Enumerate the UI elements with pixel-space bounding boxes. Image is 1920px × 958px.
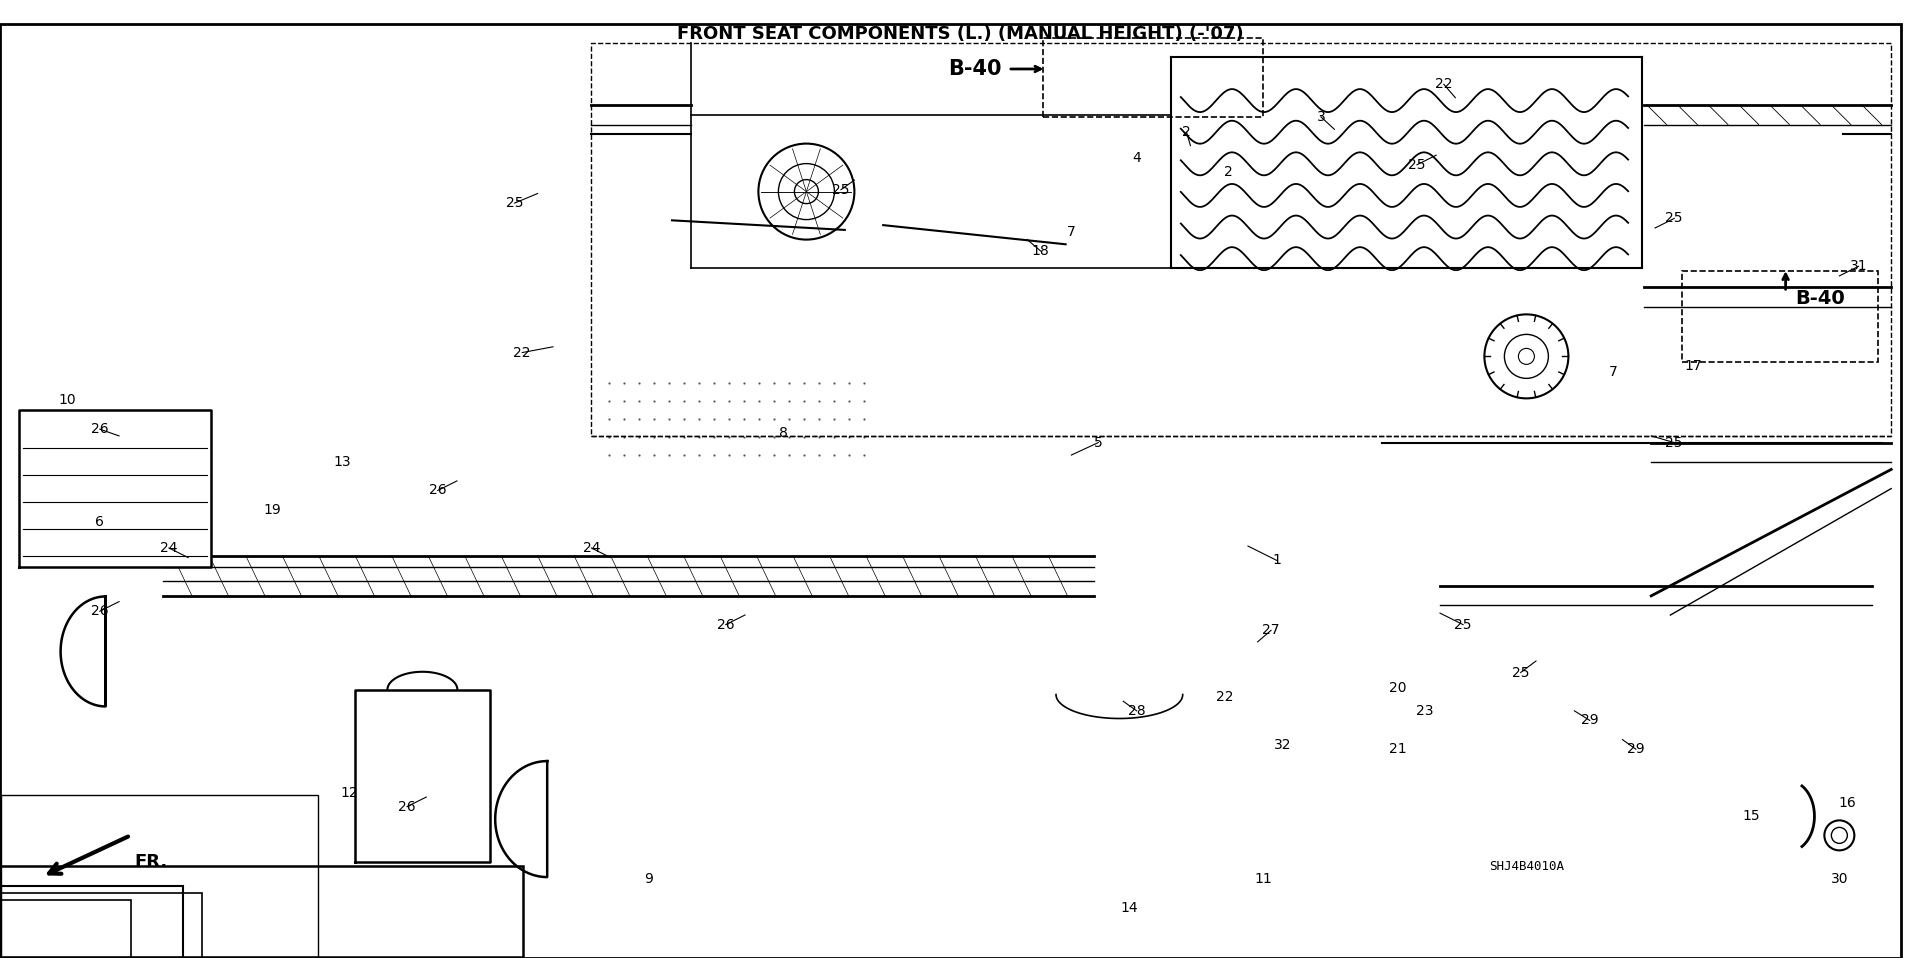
Polygon shape [19, 410, 211, 567]
Bar [0, 893, 202, 958]
Circle shape [1824, 820, 1855, 851]
Bar [0, 901, 131, 958]
Text: 21: 21 [1388, 742, 1407, 756]
Text: 22: 22 [513, 346, 532, 359]
Text: 7: 7 [1609, 365, 1617, 378]
Text: 23: 23 [1415, 704, 1434, 718]
Bar [0, 866, 522, 957]
Text: 10: 10 [58, 394, 77, 407]
Bar [1682, 271, 1878, 362]
Text: 25: 25 [505, 196, 524, 210]
Text: 26: 26 [90, 604, 109, 618]
Text: 18: 18 [1031, 244, 1050, 258]
Polygon shape [61, 597, 106, 706]
Text: 9: 9 [645, 873, 653, 886]
Text: 25: 25 [1511, 666, 1530, 679]
Text: 20: 20 [1388, 681, 1407, 695]
Text: 30: 30 [1830, 873, 1849, 886]
Text: 26: 26 [397, 800, 417, 813]
Text: 2: 2 [1225, 166, 1233, 179]
Text: FRONT SEAT COMPONENTS (L.) (MANUAL HEIGHT) (-'07): FRONT SEAT COMPONENTS (L.) (MANUAL HEIGH… [676, 25, 1244, 42]
Text: 31: 31 [1849, 260, 1868, 273]
Text: 3: 3 [1317, 110, 1325, 124]
Text: 1: 1 [1273, 554, 1281, 567]
Bar [0, 886, 182, 958]
Text: 28: 28 [1127, 704, 1146, 718]
Text: 22: 22 [1215, 691, 1235, 704]
Text: 25: 25 [1407, 158, 1427, 171]
Text: 19: 19 [263, 503, 282, 516]
Text: 32: 32 [1273, 739, 1292, 752]
Text: 6: 6 [96, 515, 104, 529]
Text: B-40: B-40 [1795, 289, 1845, 308]
Text: 24: 24 [582, 541, 601, 555]
Text: 25: 25 [1453, 618, 1473, 631]
Text: SHJ4B4010A: SHJ4B4010A [1488, 860, 1565, 874]
Text: 22: 22 [1434, 78, 1453, 91]
Text: 11: 11 [1254, 873, 1273, 886]
Circle shape [1519, 349, 1534, 364]
Text: 26: 26 [716, 618, 735, 631]
Text: 25: 25 [1665, 436, 1684, 449]
Polygon shape [355, 690, 490, 862]
Bar [1043, 38, 1263, 117]
Text: 12: 12 [340, 787, 359, 800]
Text: B-40: B-40 [948, 59, 1002, 79]
Circle shape [795, 179, 818, 204]
Text: 17: 17 [1684, 359, 1703, 373]
Text: 13: 13 [332, 455, 351, 468]
Text: 26: 26 [428, 484, 447, 497]
Text: 14: 14 [1119, 901, 1139, 915]
Text: 2: 2 [1183, 125, 1190, 139]
Bar [0, 794, 317, 957]
Text: 15: 15 [1741, 810, 1761, 823]
Text: 29: 29 [1626, 742, 1645, 756]
Text: 27: 27 [1261, 624, 1281, 637]
Text: 5: 5 [1094, 436, 1102, 449]
Text: 29: 29 [1580, 714, 1599, 727]
Text: 16: 16 [1837, 796, 1857, 810]
Text: 4: 4 [1133, 151, 1140, 165]
Text: 7: 7 [1068, 225, 1075, 239]
Text: 25: 25 [831, 183, 851, 196]
Text: 26: 26 [90, 422, 109, 436]
Text: FR.: FR. [134, 854, 167, 871]
Text: 8: 8 [780, 426, 787, 440]
Text: 25: 25 [1665, 212, 1684, 225]
Text: 24: 24 [159, 541, 179, 555]
